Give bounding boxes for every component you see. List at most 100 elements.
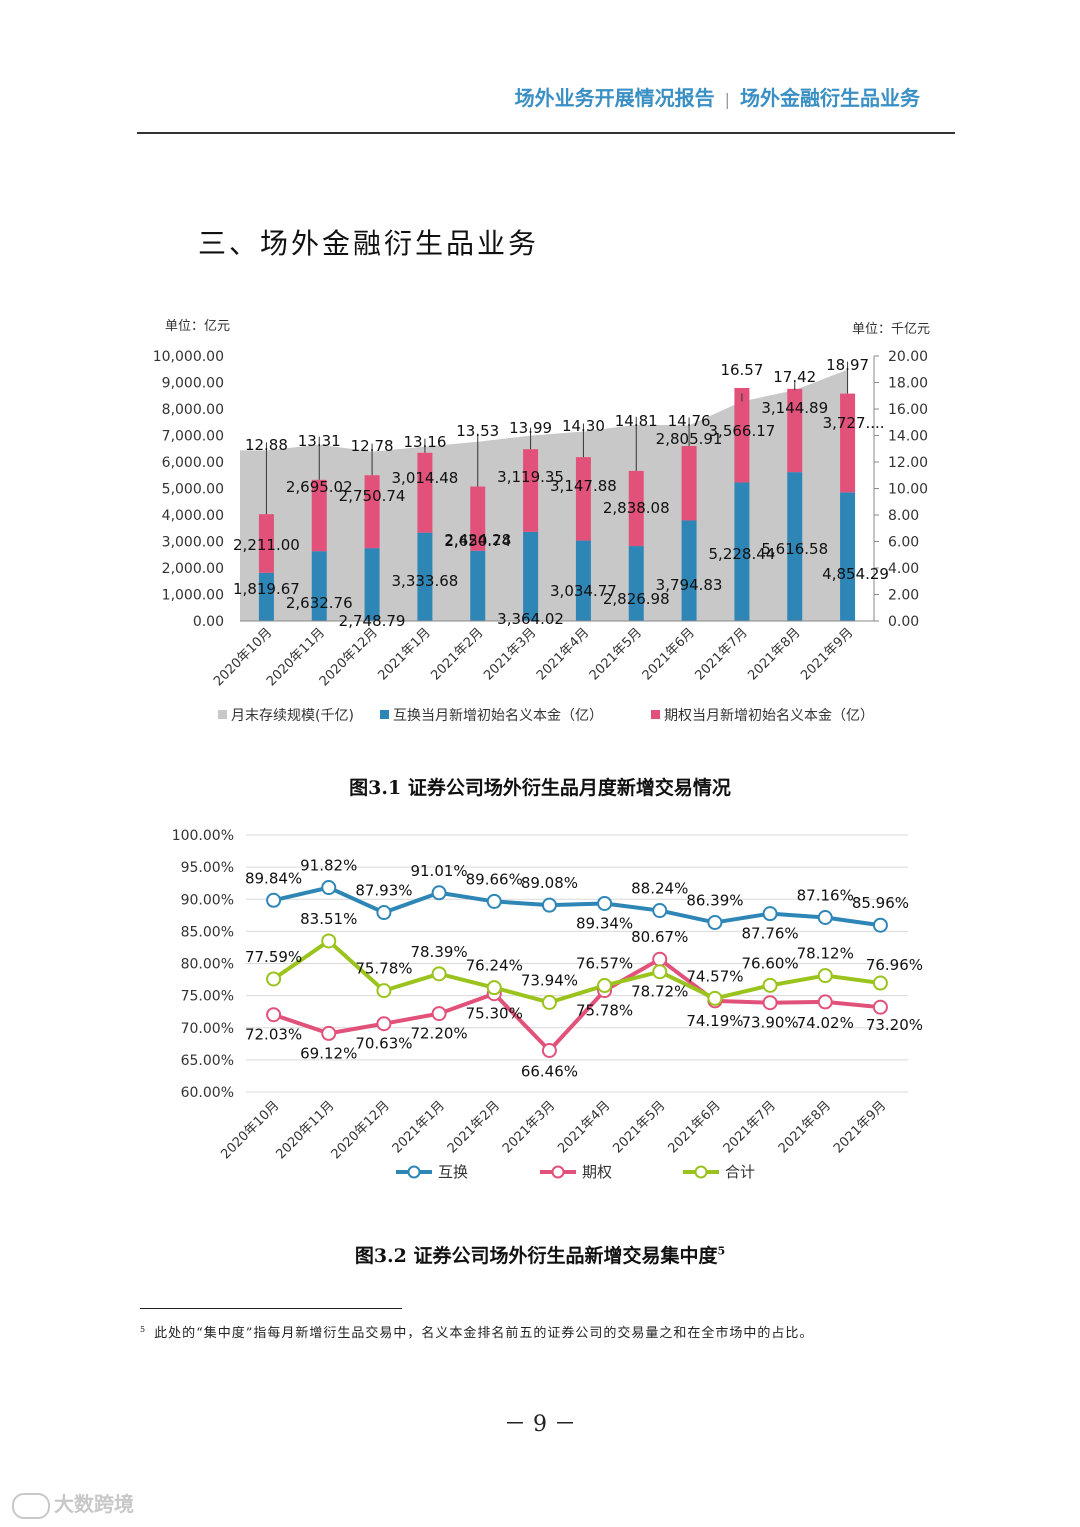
footnote-text: 此处的“集中度”指每月新增衍生品交易中，名义本金排名前五的证券公司的交易量之和在… bbox=[154, 1326, 814, 1341]
option-value-label: 80.67% bbox=[631, 928, 688, 946]
swap-value-label: 89.84% bbox=[245, 869, 302, 887]
left-axis-tick: 4,000.00 bbox=[162, 508, 224, 524]
swap-value-label: 3,034.77 bbox=[550, 582, 617, 600]
option-bar bbox=[258, 514, 274, 573]
option-bar bbox=[575, 457, 591, 541]
option-value-label: 2,424.28 bbox=[444, 531, 511, 549]
option-point bbox=[541, 1042, 557, 1058]
option-value-label: 2,838.08 bbox=[603, 499, 670, 517]
option-point bbox=[266, 1007, 282, 1023]
swap-value-label: 86.39% bbox=[686, 891, 743, 909]
right-axis-tick: 12.00 bbox=[888, 455, 928, 471]
swap-value-label: 88.24% bbox=[631, 880, 688, 898]
stock-size-label: 13.53 bbox=[456, 422, 499, 440]
total-point bbox=[817, 968, 833, 984]
y-axis-tick: 85.00% bbox=[181, 924, 234, 940]
option-value-label: 2,695.02 bbox=[286, 478, 353, 496]
option-value-label: 74.19% bbox=[686, 1012, 743, 1030]
option-bar bbox=[628, 470, 644, 547]
swap-point bbox=[541, 897, 557, 913]
swap-bar bbox=[575, 540, 591, 621]
right-axis-tick: 10.00 bbox=[888, 482, 928, 498]
right-axis-tick: 8.00 bbox=[888, 508, 919, 524]
left-axis-tick: 3,000.00 bbox=[162, 535, 224, 551]
swap-bar bbox=[364, 548, 380, 621]
y-axis-tick: 95.00% bbox=[181, 860, 234, 876]
swap-value-label: 87.76% bbox=[741, 925, 798, 943]
right-axis-tick: 2.00 bbox=[888, 588, 919, 604]
category-label: 2021年2月 bbox=[445, 1098, 503, 1156]
option-value-label: 3,119.35 bbox=[497, 468, 564, 486]
option-value-label: 70.63% bbox=[355, 1035, 412, 1053]
total-value-label: 76.57% bbox=[576, 955, 633, 973]
stock-size-label: 14.30 bbox=[562, 417, 605, 435]
option-bar bbox=[681, 446, 697, 521]
stock-size-label: 13.31 bbox=[298, 432, 341, 450]
stock-size-label: 18.97 bbox=[826, 356, 869, 374]
left-axis-tick: 10,000.00 bbox=[153, 349, 224, 365]
right-axis-tick: 0.00 bbox=[888, 614, 919, 630]
total-value-label: 76.96% bbox=[866, 956, 923, 974]
left-axis-tick: 5,000.00 bbox=[162, 482, 224, 498]
swap-value-label: 3,333.68 bbox=[392, 572, 459, 590]
option-bar bbox=[364, 475, 380, 549]
swap-value-label: 91.82% bbox=[300, 857, 357, 875]
option-value-label: 75.30% bbox=[466, 1005, 523, 1023]
right-axis-tick: 6.00 bbox=[888, 535, 919, 551]
category-label: 2021年7月 bbox=[721, 1098, 779, 1156]
category-label: 2021年7月 bbox=[693, 625, 751, 683]
left-axis-tick: 6,000.00 bbox=[162, 455, 224, 471]
option-bar bbox=[417, 452, 433, 533]
swap-point bbox=[597, 895, 613, 911]
total-point bbox=[431, 966, 447, 982]
swap-value-label: 89.66% bbox=[466, 870, 523, 888]
header-rule bbox=[137, 132, 955, 134]
legend-stock-size-swatch bbox=[218, 710, 227, 719]
legend-stock-size-label: 月末存续规模(千亿) bbox=[231, 707, 354, 724]
swap-bar bbox=[628, 546, 644, 621]
right-axis-tick: 16.00 bbox=[888, 402, 928, 418]
category-label: 2021年4月 bbox=[534, 625, 592, 683]
category-label: 2021年1月 bbox=[376, 625, 434, 683]
option-value-label: 3,014.48 bbox=[392, 469, 459, 487]
total-value-label: 75.78% bbox=[355, 960, 412, 978]
swap-bar bbox=[787, 472, 803, 621]
swap-value-label: 2,748.79 bbox=[339, 612, 406, 630]
total-value-label: 78.39% bbox=[410, 943, 467, 961]
footnote-rule bbox=[140, 1308, 402, 1309]
monthly-trading-chart: 单位：亿元 单位：千亿元 0.00 1,000.00 2,000.00 3,000.00 4… bbox=[153, 319, 930, 724]
watermark: 大数跨境 bbox=[12, 1488, 134, 1519]
option-point bbox=[872, 999, 888, 1015]
swap-bar bbox=[523, 531, 539, 621]
category-label: 2021年6月 bbox=[640, 625, 698, 683]
legend-swap-marker bbox=[407, 1165, 421, 1179]
left-axis-tick: 2,000.00 bbox=[162, 561, 224, 577]
legend-swap-label: 互换 bbox=[438, 1163, 468, 1181]
stock-size-label: 14.76 bbox=[668, 412, 711, 430]
swap-value-label: 87.93% bbox=[355, 882, 412, 900]
figure1-caption: 图3.1 证券公司场外衍生品月度新增交易情况 bbox=[349, 777, 731, 799]
footnote-ref: 5 bbox=[717, 1244, 726, 1258]
stock-size-label: 12.88 bbox=[245, 436, 288, 454]
swap-point bbox=[872, 917, 888, 933]
option-value-label: 74.02% bbox=[797, 1014, 854, 1032]
total-point bbox=[541, 994, 557, 1010]
category-label: 2021年5月 bbox=[587, 625, 645, 683]
swap-point bbox=[652, 903, 668, 919]
total-point bbox=[321, 933, 337, 949]
option-value-label: 2,211.00 bbox=[233, 536, 300, 554]
swap-value-label: 3,794.83 bbox=[656, 576, 723, 594]
swap-point bbox=[431, 885, 447, 901]
swap-point bbox=[707, 914, 723, 930]
category-label: 2021年3月 bbox=[500, 1098, 558, 1156]
option-value-label: 3,147.88 bbox=[550, 477, 617, 495]
y-axis-tick: 75.00% bbox=[181, 989, 234, 1005]
legend-total-label: 合计 bbox=[725, 1163, 755, 1181]
option-point bbox=[321, 1025, 337, 1041]
option-bar bbox=[470, 486, 486, 551]
footnote-mark: 5 bbox=[140, 1324, 147, 1334]
swap-value-label: 91.01% bbox=[410, 862, 467, 880]
total-point bbox=[652, 964, 668, 980]
swap-value-label: 87.16% bbox=[797, 886, 854, 904]
swap-point bbox=[376, 905, 392, 921]
